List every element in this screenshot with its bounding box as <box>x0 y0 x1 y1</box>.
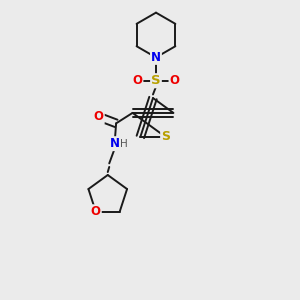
Text: S: S <box>161 130 170 143</box>
Text: N: N <box>110 137 120 150</box>
Text: O: O <box>133 74 142 87</box>
Text: N: N <box>151 51 161 64</box>
Text: S: S <box>151 74 161 87</box>
Text: O: O <box>169 74 179 87</box>
Text: H: H <box>120 139 128 149</box>
Text: O: O <box>91 205 101 218</box>
Text: O: O <box>94 110 104 123</box>
